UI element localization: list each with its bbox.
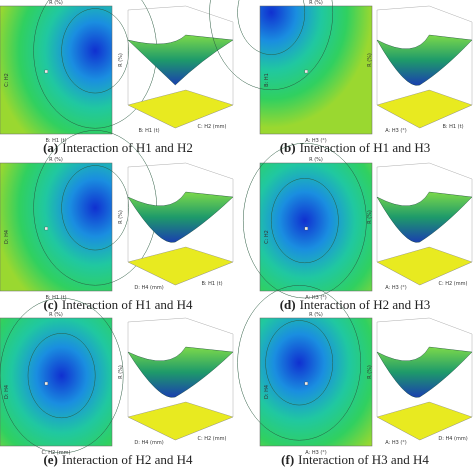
panel: R (%) B: H1 (t) D: H4 R (%) D: H4 (mm) B: H1 … (0, 130, 234, 312)
surface-y-label: C: H2 (mm) (198, 436, 227, 442)
contour-line (0, 297, 124, 454)
design-point (304, 226, 308, 231)
panel: R (%) A: H3 (°) B: H1 R (%) A: H3 (°) B: H1 (… (209, 0, 473, 155)
surface-y-label: D: H4 (mm) (438, 436, 467, 442)
contour-plot (259, 162, 373, 292)
design-point (44, 381, 48, 386)
caption-text: Interaction of H1 and H4 (62, 297, 193, 312)
contour-line (237, 285, 362, 441)
panel: R (%) A: H3 (°) C: H2 R (%) A: H3 (°) C: H2 (… (242, 142, 473, 312)
surface-x-label: A: H3 (°) (385, 440, 407, 446)
contour-title: R (%) (309, 157, 323, 163)
panel: R (%) B: H1 (t) C: H2 R (%) B: H1 (t) C: H2 (… (0, 0, 234, 155)
surface-z-label: R (%) (367, 210, 373, 224)
caption-letter: (c) (43, 297, 57, 312)
surface-x-label: B: H1 (t) (138, 128, 159, 134)
contour-line (237, 0, 306, 55)
contour-plot (259, 317, 373, 447)
surface-z-label: R (%) (367, 365, 373, 379)
caption-letter: (a) (43, 140, 58, 155)
response-surface (127, 191, 234, 243)
surface-y-label: B: H1 (t) (201, 281, 222, 287)
contour-plot (259, 5, 373, 135)
surface-z-label: R (%) (367, 53, 373, 67)
response-surface (127, 34, 234, 86)
surface-x-label: A: H3 (°) (385, 128, 407, 134)
surface-floor (127, 401, 234, 441)
design-point (304, 69, 308, 74)
caption-letter: (f) (281, 452, 294, 467)
surface-floor (127, 89, 234, 129)
contour-plot (0, 162, 113, 292)
panel: R (%) C: H2 (mm) D: H4 R (%) D: H4 (mm) C: H2… (0, 297, 234, 467)
contour-title: R (%) (309, 0, 323, 6)
contour-line (209, 0, 334, 91)
contour-title: R (%) (49, 312, 63, 318)
caption-letter: (b) (280, 140, 296, 155)
panel: R (%) A: H3 (°) D: H4 R (%) A: H3 (°) D: H4 (… (237, 285, 473, 467)
contour-title: R (%) (49, 157, 63, 163)
caption-text: Interaction of H2 and H3 (300, 297, 431, 312)
surface-floor (376, 401, 473, 441)
surface-floor (127, 246, 234, 286)
contour-x-label: C: H2 (mm) (42, 450, 71, 456)
caption-text: Interaction of H1 and H2 (62, 140, 193, 155)
contour-line (27, 333, 96, 419)
caption-letter: (e) (43, 452, 57, 467)
surface-z-label: R (%) (118, 210, 124, 224)
surface-y-label: B: H1 (t) (442, 124, 463, 130)
contour-line (61, 8, 130, 94)
caption-text: Interaction of H1 and H3 (300, 140, 431, 155)
surface-z-label: R (%) (118, 365, 124, 379)
contour-y-label: C: H2 (4, 73, 10, 87)
contour-y-label: D: H4 (4, 230, 10, 244)
surface-floor (376, 89, 473, 129)
contour-x-label: A: H3 (°) (305, 295, 327, 301)
caption: (c) Interaction of H1 and H4 (43, 297, 193, 312)
caption: (e) Interaction of H2 and H4 (43, 452, 193, 467)
contour-y-label: C: H2 (264, 230, 270, 244)
caption-letter: (d) (280, 297, 296, 312)
contour-x-label: A: H3 (°) (305, 450, 327, 456)
contour-x-label: A: H3 (°) (305, 138, 327, 144)
design-point (44, 226, 48, 231)
contour-y-label: D: H4 (4, 385, 10, 399)
contour-x-label: B: H1 (t) (45, 295, 66, 301)
caption: (f) Interaction of H3 and H4 (281, 452, 429, 467)
response-surface (127, 346, 234, 398)
surface-z-label: R (%) (118, 53, 124, 67)
contour-line (242, 142, 367, 299)
contour-plot (0, 317, 113, 447)
contour-line (61, 165, 130, 251)
contour-title: R (%) (49, 0, 63, 6)
surface-y-label: C: H2 (mm) (198, 124, 227, 130)
response-surface (376, 191, 473, 243)
design-point (44, 69, 48, 74)
surface-floor (376, 246, 473, 286)
surface-x-label: A: H3 (°) (385, 285, 407, 291)
contour-y-label: D: H4 (264, 385, 270, 399)
caption: (b) Interaction of H1 and H3 (280, 140, 431, 155)
surface-x-label: D: H4 (mm) (134, 440, 163, 446)
surface-x-label: D: H4 (mm) (134, 285, 163, 291)
response-surface (376, 346, 473, 398)
caption: (d) Interaction of H2 and H3 (280, 297, 431, 312)
response-surface (376, 34, 473, 86)
surface-y-label: C: H2 (mm) (439, 281, 468, 287)
caption-text: Interaction of H3 and H4 (298, 452, 429, 467)
contour-line (270, 178, 339, 264)
caption-text: Interaction of H2 and H4 (62, 452, 193, 467)
contour-x-label: B: H1 (t) (45, 138, 66, 144)
contour-y-label: B: H1 (264, 73, 270, 87)
contour-title: R (%) (309, 312, 323, 318)
contour-plot (0, 5, 113, 135)
design-point (304, 381, 308, 386)
contour-line (265, 320, 334, 406)
caption: (a) Interaction of H1 and H2 (43, 140, 193, 155)
